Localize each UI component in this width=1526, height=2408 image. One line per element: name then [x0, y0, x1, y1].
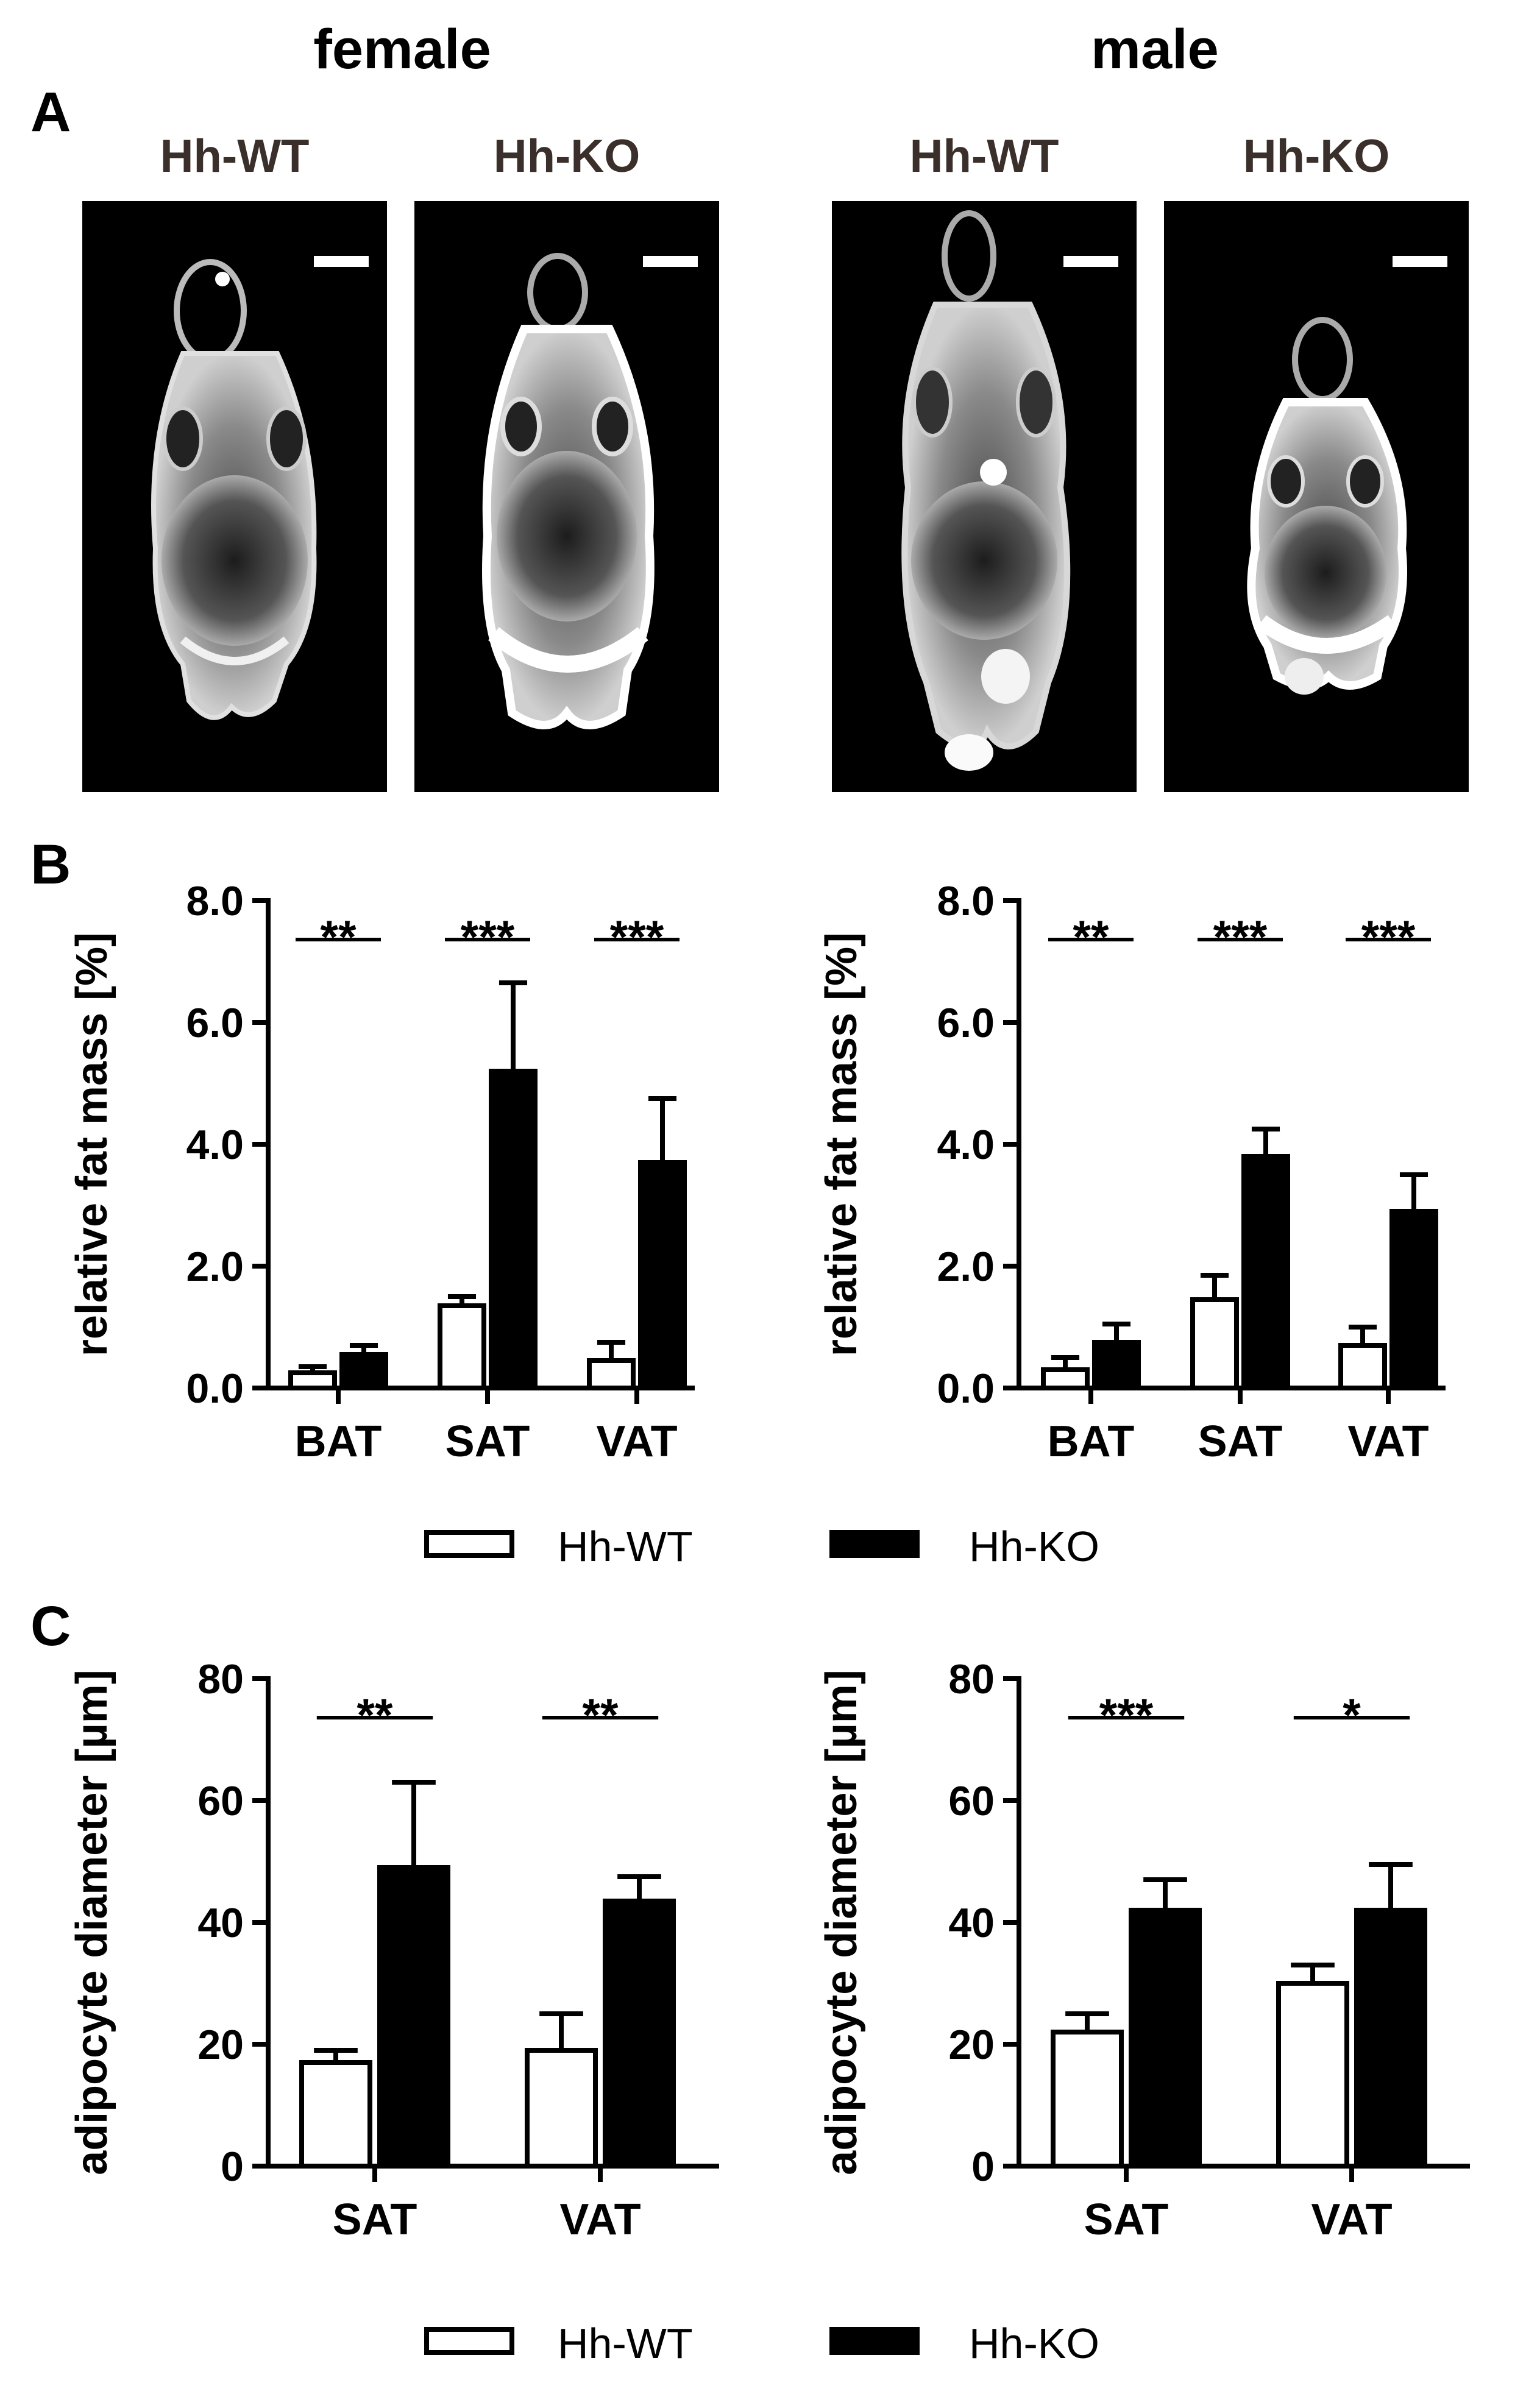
- y-tick-label: 20: [197, 2022, 244, 2068]
- chart-c-male: 0 20 40 60 80 adipocyte diameter [µm] SAT *** VA…: [817, 1656, 1470, 2244]
- x-tick-label: VAT: [596, 1417, 677, 1466]
- x-tick-label: BAT: [295, 1417, 382, 1466]
- bar-hh-ko: [1241, 1154, 1290, 1390]
- y-tick-label: 80: [197, 1656, 244, 1702]
- bar-hh-ko: [339, 1352, 388, 1390]
- chart-c-female: 0 20 40 60 80 adipocyte diameter [µm] SAT ** VAT…: [68, 1656, 719, 2244]
- header-male: male: [1091, 18, 1219, 80]
- mri-image-male-wt: [832, 201, 1137, 792]
- mri-label-male-ko: Hh-KO: [1243, 130, 1390, 182]
- x-tick-label: SAT: [1084, 2195, 1169, 2244]
- y-tick-label: 6.0: [937, 1000, 995, 1046]
- bar-hh-wt: [1051, 2030, 1124, 2169]
- y-tick-label: 2.0: [937, 1244, 995, 1290]
- y-tick-label: 40: [948, 1900, 995, 1946]
- significance-stars: **: [582, 1690, 619, 1741]
- y-tick-label: 0: [971, 2144, 995, 2190]
- significance-stars: ***: [1099, 1690, 1154, 1741]
- bar-hh-wt: [525, 2048, 598, 2169]
- bar-hh-wt: [1190, 1297, 1239, 1390]
- y-axis-label: relative fat mass [%]: [817, 932, 866, 1356]
- chart-b-male: 0.0 2.0 4.0 6.0 8.0 relative fat mass [%] BAT *…: [817, 878, 1446, 1466]
- significance-stars: **: [357, 1690, 393, 1741]
- mri-label-male-wt: Hh-WT: [910, 130, 1059, 182]
- panel-letter-b: B: [30, 834, 71, 896]
- panel-letter-c: C: [30, 1595, 71, 1657]
- bar-hh-ko: [1389, 1209, 1438, 1390]
- y-tick-label: 40: [197, 1900, 244, 1946]
- mri-label-female-ko: Hh-KO: [494, 130, 641, 182]
- bar-hh-ko: [638, 1160, 687, 1390]
- bar-hh-ko: [603, 1899, 676, 2169]
- x-tick-label: SAT: [445, 1417, 530, 1466]
- significance-stars: **: [1073, 912, 1109, 963]
- x-tick-label: SAT: [1198, 1417, 1283, 1466]
- significance-stars: ***: [1213, 912, 1268, 963]
- bar-hh-wt: [438, 1303, 486, 1390]
- y-axis-label: adipocyte diameter [µm]: [68, 1670, 116, 2175]
- legend-b-ko-swatch: [829, 1530, 920, 1558]
- x-tick-label: SAT: [333, 2195, 417, 2244]
- y-tick-label: 4.0: [937, 1122, 995, 1168]
- bar-hh-ko: [1354, 1908, 1427, 2169]
- significance-stars: ***: [1361, 912, 1416, 963]
- x-tick-label: BAT: [1048, 1417, 1135, 1466]
- legend-b: Hh-WT Hh-KO: [424, 1523, 1099, 1570]
- y-tick-label: 80: [948, 1656, 995, 1702]
- y-tick-label: 4.0: [186, 1122, 244, 1168]
- y-tick-label: 0.0: [186, 1365, 244, 1412]
- legend-c: Hh-WT Hh-KO: [424, 2320, 1099, 2367]
- y-tick-label: 2.0: [186, 1244, 244, 1290]
- significance-stars: *: [1343, 1690, 1361, 1741]
- bar-hh-ko: [1092, 1340, 1141, 1390]
- y-tick-label: 6.0: [186, 1000, 244, 1046]
- bar-hh-wt: [1276, 1981, 1349, 2169]
- y-tick-label: 60: [197, 1778, 244, 1824]
- chart-b-female: 0.0 2.0 4.0 6.0 8.0 relative fat mass [%] BAT *…: [68, 878, 695, 1466]
- y-axis-label: relative fat mass [%]: [68, 932, 116, 1356]
- bar-hh-ko: [489, 1069, 538, 1390]
- mri-label-female-wt: Hh-WT: [160, 130, 310, 182]
- legend-b-ko-label: Hh-KO: [969, 1523, 1099, 1570]
- bar-hh-wt: [288, 1370, 337, 1390]
- y-tick-label: 0: [221, 2144, 244, 2190]
- bar-hh-wt: [1338, 1343, 1387, 1390]
- significance-stars: ***: [461, 912, 515, 963]
- x-tick-label: VAT: [1347, 1417, 1428, 1466]
- bar-hh-ko: [377, 1865, 450, 2169]
- legend-c-wt-swatch: [424, 2327, 514, 2355]
- mri-image-female-wt: [82, 201, 387, 792]
- y-axis-label: adipocyte diameter [µm]: [817, 1670, 866, 2175]
- legend-c-ko-swatch: [829, 2327, 920, 2355]
- x-tick-label: VAT: [559, 2195, 641, 2244]
- x-tick-label: VAT: [1311, 2195, 1392, 2244]
- significance-stars: **: [320, 912, 357, 963]
- y-tick-label: 8.0: [186, 878, 244, 924]
- legend-b-wt-label: Hh-WT: [558, 1523, 693, 1570]
- mri-image-female-ko: [414, 201, 719, 792]
- bar-hh-wt: [1041, 1367, 1090, 1390]
- panel-letter-a: A: [30, 81, 71, 143]
- bar-hh-wt: [587, 1358, 636, 1390]
- y-tick-label: 20: [948, 2022, 995, 2068]
- legend-c-wt-label: Hh-WT: [558, 2320, 693, 2367]
- significance-stars: ***: [610, 912, 664, 963]
- bar-hh-wt: [299, 2060, 372, 2169]
- legend-b-wt-swatch: [424, 1530, 514, 1558]
- bar-hh-ko: [1129, 1908, 1202, 2169]
- y-tick-label: 0.0: [937, 1365, 995, 1412]
- legend-c-ko-label: Hh-KO: [969, 2320, 1099, 2367]
- header-female: female: [313, 18, 491, 80]
- mri-image-male-ko: [1164, 201, 1469, 792]
- y-tick-label: 60: [948, 1778, 995, 1824]
- y-tick-label: 8.0: [937, 878, 995, 924]
